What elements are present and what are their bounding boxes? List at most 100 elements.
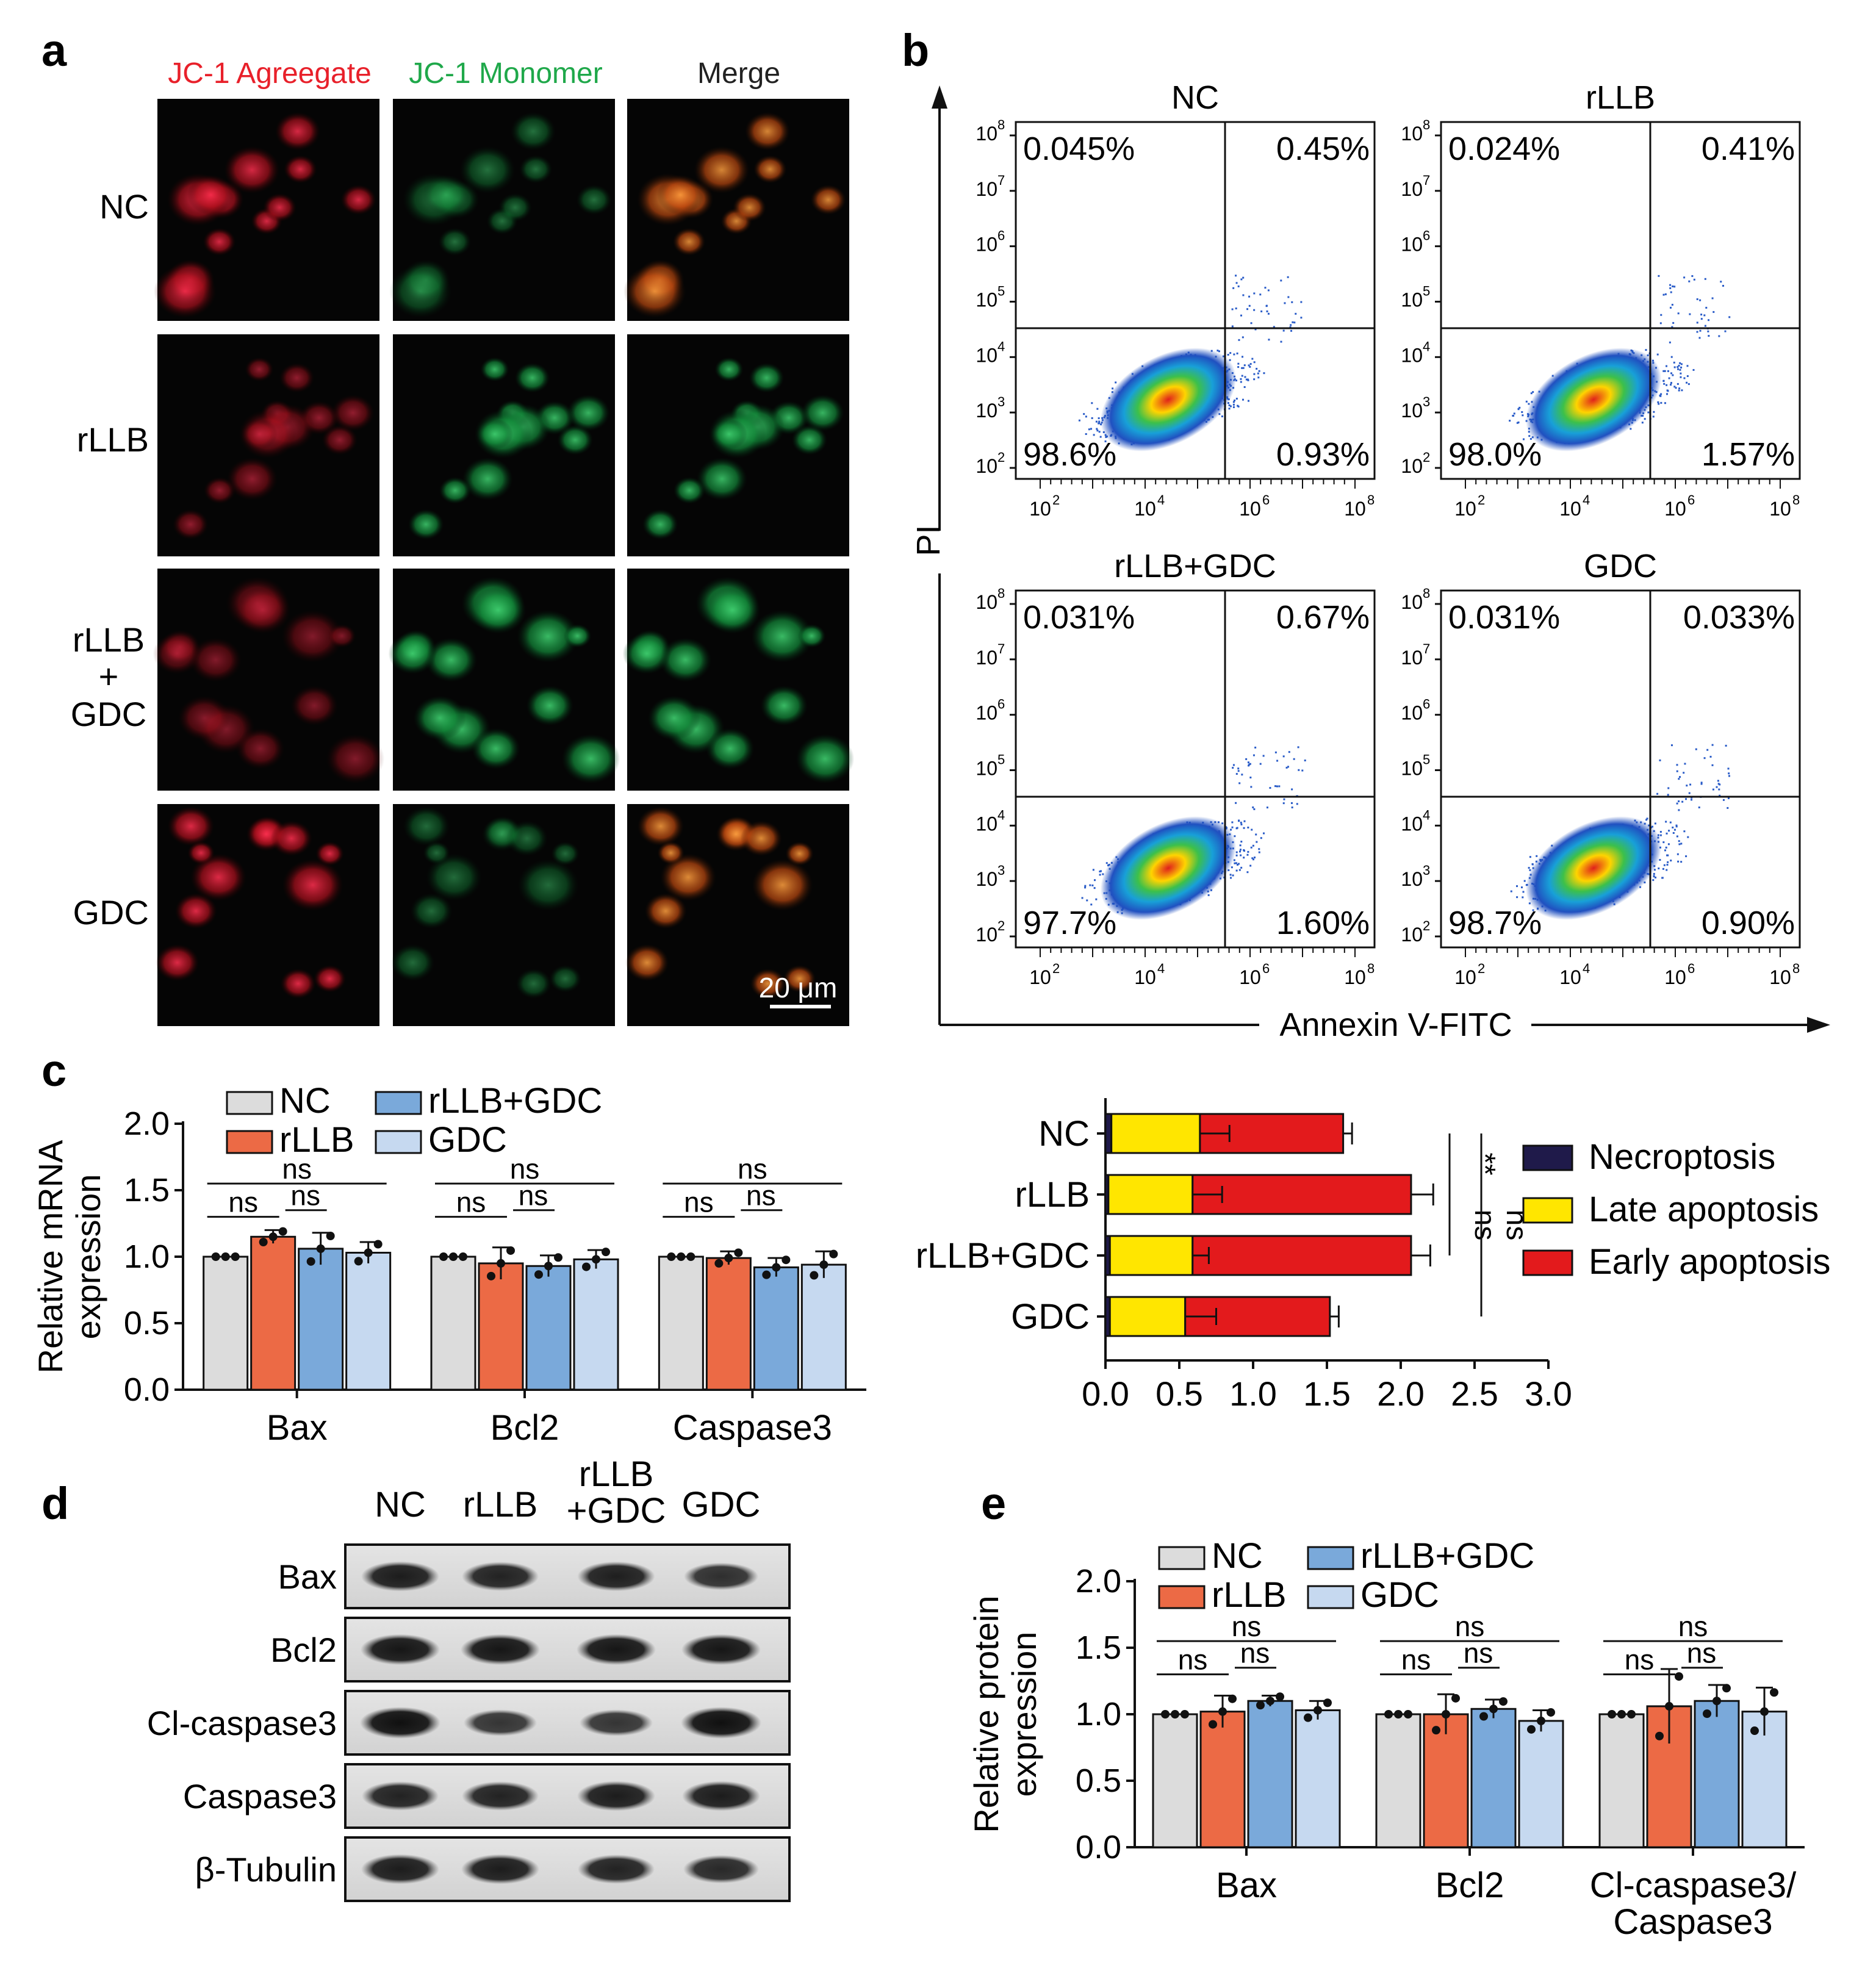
y-tick-exponent: 6	[997, 697, 1005, 712]
event-dot	[1236, 827, 1238, 829]
y-tick-label: 10	[976, 400, 997, 422]
event-dot	[1083, 413, 1085, 415]
data-point	[373, 1240, 383, 1249]
data-point	[1451, 1693, 1460, 1703]
y-tick-exponent: 5	[1423, 752, 1430, 767]
cell-blob	[187, 841, 215, 864]
quadrant-ll: 98.0%	[1448, 436, 1542, 473]
y-tick-label: 10	[1401, 400, 1423, 422]
y-tick-label: 0.0	[124, 1371, 170, 1408]
event-dot	[1236, 863, 1238, 866]
blot-band	[683, 1562, 759, 1590]
event-dot	[1235, 307, 1237, 310]
x-tick-exponent: 8	[1792, 961, 1800, 976]
event-dot	[1257, 376, 1260, 379]
event-dot	[1666, 384, 1668, 386]
x-tick-label: 10	[1134, 498, 1156, 520]
event-dot	[1285, 766, 1288, 769]
legend-swatch	[375, 1091, 422, 1115]
event-dot	[1518, 406, 1521, 409]
data-point	[278, 1227, 287, 1236]
event-dot	[1677, 860, 1680, 863]
y-tick-label: 10	[976, 123, 997, 145]
event-dot	[1718, 335, 1720, 337]
event-dot	[1686, 381, 1688, 384]
data-point	[1479, 1712, 1488, 1721]
sig-label: **	[1468, 1152, 1501, 1175]
event-dot	[1235, 851, 1238, 853]
event-dot	[1712, 311, 1715, 313]
data-point	[772, 1263, 781, 1272]
event-dot	[1231, 866, 1233, 869]
event-dot	[1250, 846, 1252, 849]
event-dot	[1230, 828, 1232, 831]
cell-blob	[425, 638, 477, 682]
event-dot	[1665, 821, 1667, 823]
event-dot	[1243, 849, 1245, 852]
cell-blob	[290, 685, 338, 726]
event-dot	[1676, 770, 1678, 772]
cell-blob	[284, 155, 317, 184]
sig-label: ns	[684, 1187, 714, 1218]
data-point	[1256, 1701, 1265, 1710]
cell-blob	[753, 155, 787, 184]
event-dot	[1233, 353, 1235, 356]
event-dot	[1251, 828, 1253, 831]
data-point	[1712, 1697, 1721, 1706]
cell-blob	[331, 394, 375, 431]
cell-blob	[174, 893, 217, 929]
cell-blob	[204, 476, 235, 504]
data-point	[449, 1252, 458, 1261]
event-dot	[1227, 353, 1229, 356]
event-dot	[1264, 287, 1267, 289]
event-dot	[1706, 749, 1709, 751]
x-tick-exponent: 2	[1478, 492, 1485, 508]
cell-blob	[462, 457, 513, 501]
event-dot	[1668, 830, 1670, 832]
y-tick-label: 10	[1401, 813, 1423, 835]
event-dot	[1645, 819, 1648, 821]
event-dot	[1238, 869, 1241, 871]
x-tick-exponent: 4	[1157, 492, 1165, 508]
event-dot	[1229, 352, 1232, 354]
category-label: Bax	[267, 1408, 328, 1448]
event-dot	[1268, 339, 1270, 341]
y-tick-exponent: 6	[997, 228, 1005, 243]
event-dot	[1696, 298, 1698, 300]
cell-blob	[791, 425, 827, 455]
y-tick-label: 10	[1401, 647, 1423, 669]
data-point	[724, 1254, 733, 1263]
blot-rows: Bax Bcl2 Cl-caspase3 Caspase3 β-Tubulin	[147, 1543, 791, 1902]
event-dot	[1685, 855, 1687, 858]
cell-blob	[423, 841, 450, 864]
event-dot	[1093, 434, 1095, 436]
data-point	[810, 1271, 819, 1280]
event-dot	[1252, 844, 1254, 847]
panel-label-e: e	[981, 1478, 1006, 1529]
cell-blob	[672, 228, 706, 256]
event-dot	[1669, 341, 1671, 343]
data-point	[1722, 1684, 1731, 1693]
event-dot	[1239, 844, 1242, 847]
event-dot	[1666, 832, 1668, 835]
category-label: Bcl2	[491, 1408, 559, 1448]
quadrant-ur: 0.41%	[1702, 131, 1795, 167]
event-dot	[1686, 785, 1688, 787]
cell-blob	[403, 806, 450, 846]
event-dot	[1090, 428, 1093, 430]
sig-label: ns	[519, 1180, 548, 1212]
cell-blob	[326, 734, 385, 784]
event-dot	[1290, 329, 1293, 332]
event-dot	[1300, 317, 1303, 319]
event-dot	[1233, 859, 1235, 861]
stacked-segment	[1110, 1113, 1201, 1154]
event-dot	[1652, 879, 1655, 882]
event-dot	[1517, 421, 1520, 423]
event-dot	[1667, 794, 1669, 796]
sig-label: ns	[1240, 1637, 1270, 1669]
event-dot	[1718, 788, 1720, 791]
panel-label-d: d	[41, 1478, 69, 1529]
event-dot	[1522, 891, 1525, 893]
event-dot	[1291, 788, 1293, 791]
legend-label: Necroptosis	[1589, 1137, 1775, 1177]
